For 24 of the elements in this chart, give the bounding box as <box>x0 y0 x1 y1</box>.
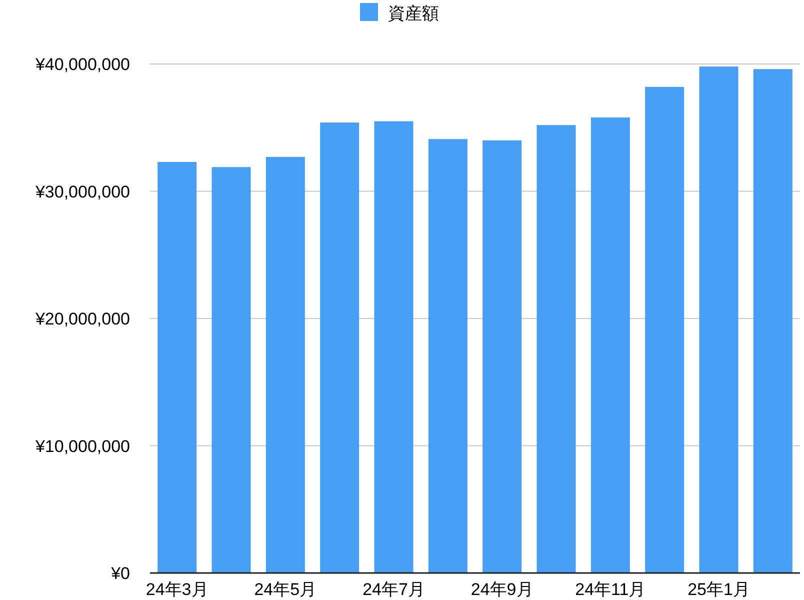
y-tick-label: ¥10,000,000 <box>34 436 130 456</box>
bar <box>753 69 792 573</box>
bar <box>645 86 684 573</box>
x-tick-label: 25年1月 <box>688 580 750 599</box>
x-tick-label: 24年9月 <box>470 580 534 599</box>
legend-label: 資産額 <box>388 4 439 23</box>
x-tick-label: 24年3月 <box>146 580 208 599</box>
bar <box>212 167 251 573</box>
bar <box>266 156 305 573</box>
bar <box>428 139 468 573</box>
y-tick-label: ¥20,000,000 <box>34 310 130 328</box>
bar <box>320 122 360 573</box>
y-tick-label: ¥0 <box>110 564 130 583</box>
x-tick-label: 24年5月 <box>254 580 317 599</box>
bar <box>158 162 197 573</box>
bar <box>699 66 738 573</box>
x-tick-label: 24年11月 <box>575 580 646 599</box>
bar <box>536 125 576 573</box>
bar <box>482 140 522 573</box>
bar <box>374 121 414 573</box>
y-tick-label: ¥30,000,000 <box>34 182 130 202</box>
x-tick-label: 24年7月 <box>362 580 425 599</box>
bar <box>590 117 630 573</box>
y-tick-label: ¥40,000,000 <box>34 55 130 74</box>
